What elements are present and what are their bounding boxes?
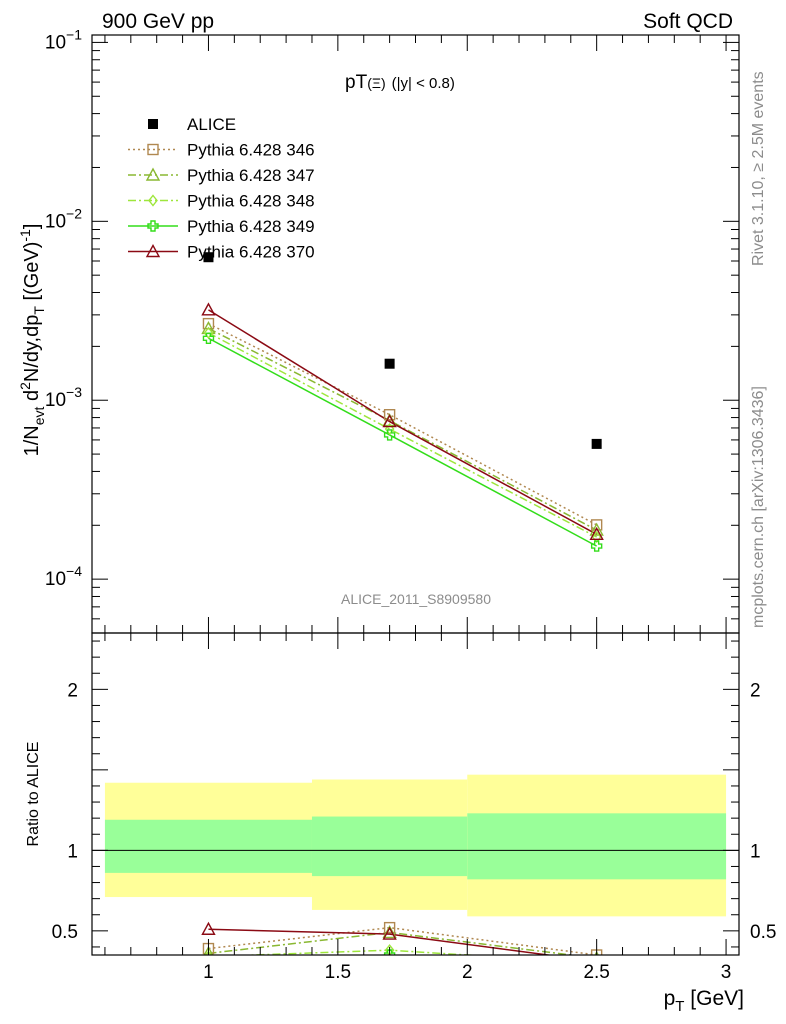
ratio-uncertainty-bands: [104, 774, 727, 917]
main-series-line-4: [208, 337, 598, 547]
legend-label-0: ALICE: [187, 115, 236, 134]
main-point-3-1: [384, 422, 395, 436]
plot-title-sub: (Ξ): [367, 75, 385, 91]
main-axis-ticks: [92, 35, 739, 634]
ratio-y-tick-label-right-1: 1: [750, 841, 761, 862]
x-tick-label-2: 2: [462, 962, 473, 983]
plot-title: pT(Ξ) (|y| < 0.8): [345, 72, 455, 93]
main-point-0-2: [591, 438, 602, 449]
ratio-point-3-1: [383, 949, 396, 955]
main-point-3-2: [591, 530, 602, 544]
legend-label-2: Pythia 6.428 347: [187, 166, 315, 185]
mcplots-label: mcplots.cern.ch [arXiv:1306.3436]: [750, 386, 767, 628]
ratio-point-4-0: [201, 921, 216, 935]
main-point-1-1: [383, 409, 396, 421]
x-tick-label-4: 3: [721, 962, 732, 983]
main-series-line-1: [208, 322, 598, 526]
x-tick-label-3: 2.5: [583, 962, 609, 983]
main-y-axis-label: 1/Nevt d2N/dy,dpT [(GeV)-1]: [17, 224, 47, 457]
header-left: 900 GeV pp: [102, 10, 214, 33]
legend-marker-3: [148, 194, 158, 207]
ratio-y-tick-labels: 0.5 0.5 1 1 2 2: [52, 680, 777, 943]
legend-marker-0: [148, 119, 158, 129]
main-series-line-5: [208, 309, 598, 535]
rivet-label: Rivet 3.1.10, ≥ 2.5M events: [750, 71, 767, 266]
legend-marker-1: [147, 143, 159, 156]
ratio-point-1-1: [382, 924, 397, 939]
ratio-series-line-4: [208, 928, 554, 955]
ratio-series-line-0: [208, 926, 597, 955]
ratio-panel: 0.5 0.5 1 1 2 2 1 1.5 2 2.5 3 Ratio to ALICE pT […: [25, 632, 777, 1015]
ratio-y-tick-label-right-2: 2: [750, 680, 761, 701]
ratio-y-tick-label-1: 1: [67, 841, 78, 862]
x-tick-label-1: 1.5: [325, 962, 351, 983]
main-y-tick-label-0: 10−4: [45, 563, 82, 590]
main-y-tick-label-2: 10−2: [45, 205, 82, 232]
main-y-tick-label-1: 10−3: [45, 384, 82, 411]
main-point-5-1: [382, 414, 397, 428]
legend-label-3: Pythia 6.428 348: [187, 192, 315, 211]
main-y-tick-labels: 10−4 10−3 10−2 10−1: [45, 26, 82, 590]
ratio-series-line-3: [368, 954, 402, 955]
main-point-1-2: [590, 519, 603, 531]
main-point-0-0: [203, 252, 214, 263]
legend-label-4: Pythia 6.428 349: [187, 217, 315, 236]
main-point-0-1: [384, 358, 395, 369]
main-series-markers: [201, 252, 604, 552]
analysis-watermark: ALICE_2011_S8909580: [341, 591, 491, 607]
legend-label-5: Pythia 6.428 370: [187, 243, 315, 262]
legend-marker-4: [147, 220, 159, 232]
legend-label-1: Pythia 6.428 346: [187, 141, 315, 160]
ratio-y-tick-label-0: 0.5: [52, 922, 78, 943]
ratio-series-lines: [208, 926, 597, 955]
plot-title-main: pT: [345, 72, 368, 93]
ratio-series-line-2: [232, 949, 480, 955]
plot-title-cut: (|y| < 0.8): [392, 75, 455, 92]
x-axis-label: pT [GeV]: [664, 987, 744, 1015]
main-series-line-2: [208, 327, 598, 531]
main-point-4-0: [202, 332, 215, 344]
ratio-y-tick-label-right-0: 0.5: [750, 922, 776, 943]
main-series-line-3: [208, 332, 598, 538]
ratio-point-0-1: [383, 921, 396, 934]
x-tick-labels: 1 1.5 2 2.5 3: [203, 962, 731, 983]
ratio-band-green-0: [104, 819, 312, 873]
ratio-point-4-1: [382, 926, 397, 940]
main-point-5-0: [201, 302, 216, 316]
legend: ALICE Pythia 6.428 346 Pythia 6.428 347 Pyt…: [128, 115, 315, 262]
main-panel: 10−4 10−3 10−2 10−1 pT(Ξ) (|y| < 0.8) ALICE_…: [17, 26, 740, 634]
ratio-point-2-1: [384, 944, 395, 955]
x-tick-label-0: 1: [203, 962, 214, 983]
ratio-band-green-1: [311, 816, 468, 877]
main-point-3-0: [203, 326, 214, 339]
ratio-axis-ticks: [92, 633, 739, 955]
main-y-tick-label-3: 10−1: [45, 26, 82, 53]
main-point-4-1: [383, 429, 396, 441]
ratio-band-green-2: [467, 813, 727, 880]
main-point-5-2: [589, 526, 604, 541]
main-point-4-2: [590, 540, 603, 552]
ratio-y-axis-label: Ratio to ALICE: [25, 742, 42, 847]
ratio-y-tick-label-2: 2: [67, 680, 78, 701]
legend-marker-5: [145, 244, 161, 258]
ratio-point-1-0: [203, 945, 214, 955]
legend-marker-2: [145, 167, 161, 181]
main-series-lines: [208, 309, 598, 547]
main-point-2-2: [589, 522, 604, 536]
header-right: Soft QCD: [643, 10, 733, 33]
